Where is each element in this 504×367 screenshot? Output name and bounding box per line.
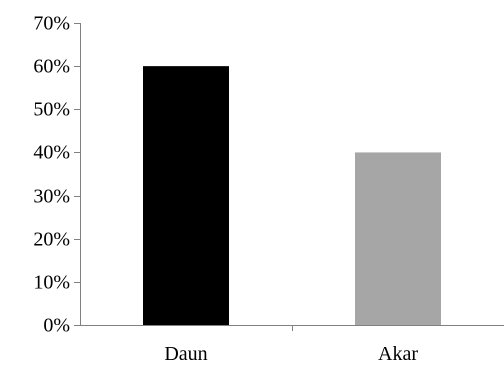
y-tick-label: 50% [33, 99, 70, 121]
x-tick-label: Daun [164, 343, 207, 365]
y-tick-label: 40% [33, 142, 70, 164]
y-tick-label: 60% [33, 56, 70, 78]
y-tick-label: 0% [43, 315, 70, 337]
x-tick-label: Akar [378, 343, 418, 365]
bar-daun [143, 66, 229, 326]
bar-akar [355, 152, 441, 325]
y-tick-label: 30% [33, 186, 70, 208]
y-tick-label: 20% [33, 229, 70, 251]
y-tick-label: 70% [33, 13, 70, 35]
y-tick-label: 10% [33, 272, 70, 294]
plot-area: 0% 10% 20% 30% 40% 50% 60% 70% Daun Akar [33, 13, 504, 365]
